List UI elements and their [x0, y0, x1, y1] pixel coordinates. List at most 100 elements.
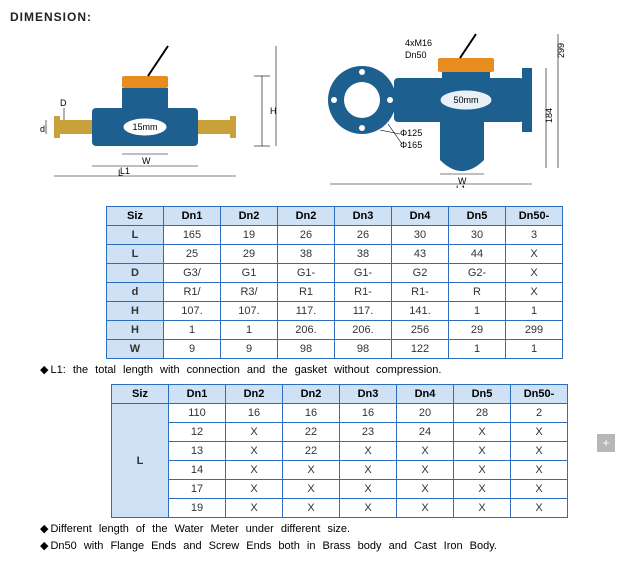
- table1-header: Dn50-: [506, 207, 563, 226]
- table2-header: Dn50-: [511, 385, 568, 404]
- table2-cell: 20: [397, 404, 454, 423]
- table1-cell: 26: [335, 226, 392, 245]
- table2-cell: X: [397, 461, 454, 480]
- table2-cell: 14: [169, 461, 226, 480]
- table1-cell: d: [107, 283, 164, 302]
- table2-cell: X: [226, 461, 283, 480]
- table1-cell: 26: [278, 226, 335, 245]
- dim2-L1: L1: [456, 184, 466, 188]
- table1-cell: X: [506, 264, 563, 283]
- table1-header: Dn4: [392, 207, 449, 226]
- table2-header: Dn5: [454, 385, 511, 404]
- table1-cell: 1: [221, 321, 278, 340]
- table2-cell: 12: [169, 423, 226, 442]
- table2-cell: X: [511, 499, 568, 518]
- dimension-table-2: SizDn1Dn2Dn2Dn3Dn4Dn5Dn50-L1101616162028…: [90, 384, 589, 518]
- table1-cell: R1: [278, 283, 335, 302]
- meter-diagram-large: 50mm 4xM16 Dn50 Φ125 Φ165 299 184 W L1: [310, 28, 610, 188]
- table1-cell: W: [107, 340, 164, 359]
- table2-cell: X: [511, 442, 568, 461]
- flange-spec-1: 4xM16: [405, 38, 432, 48]
- table1-cell: 107.: [221, 302, 278, 321]
- table1-cell: 117.: [335, 302, 392, 321]
- table1-cell: H: [107, 321, 164, 340]
- table2-cell: 22: [283, 423, 340, 442]
- table1-cell: 43: [392, 245, 449, 264]
- table2-cell: 16: [283, 404, 340, 423]
- table2-cell: X: [226, 442, 283, 461]
- table2-cell: X: [340, 442, 397, 461]
- table1-header: Dn5: [449, 207, 506, 226]
- page-heading: DIMENSION:: [10, 10, 629, 24]
- table2-cell: X: [340, 480, 397, 499]
- table1-cell: 165: [164, 226, 221, 245]
- table1-cell: D: [107, 264, 164, 283]
- table1-cell: 141.: [392, 302, 449, 321]
- note-dn50: ◆Dn50 with Flange Ends and Screw Ends bo…: [40, 539, 629, 552]
- table2-cell: X: [226, 499, 283, 518]
- table2-cell: 16: [340, 404, 397, 423]
- dim-d: d: [40, 124, 45, 134]
- table2-cell: X: [397, 499, 454, 518]
- scroll-right-icon[interactable]: +: [597, 434, 615, 452]
- table1-cell: G1: [221, 264, 278, 283]
- dimension-table-1: SizDn1Dn2Dn2Dn3Dn4Dn5Dn50-L1651926263030…: [80, 206, 589, 359]
- table1-cell: 38: [278, 245, 335, 264]
- table1-cell: 1: [164, 321, 221, 340]
- table1-cell: 1: [449, 340, 506, 359]
- table1-cell: 299: [506, 321, 563, 340]
- table1-header: Dn2: [278, 207, 335, 226]
- table1-cell: 206.: [278, 321, 335, 340]
- phi-165: Φ165: [400, 140, 422, 150]
- table1-cell: X: [506, 245, 563, 264]
- table1-header: Dn1: [164, 207, 221, 226]
- dim-H: H: [270, 106, 277, 116]
- table1-cell: G1-: [278, 264, 335, 283]
- table1-cell: 256: [392, 321, 449, 340]
- table1-cell: L: [107, 226, 164, 245]
- table2-header: Dn2: [283, 385, 340, 404]
- meter-diagram-small: 15mm H H1 D d W L L1: [30, 28, 280, 178]
- table2-cell: X: [511, 423, 568, 442]
- dim-184: 184: [544, 108, 554, 123]
- dim-L1: L1: [120, 166, 130, 176]
- table1-header: Dn3: [335, 207, 392, 226]
- table1-cell: 9: [221, 340, 278, 359]
- table2-cell: X: [454, 461, 511, 480]
- table2-rowhead: L: [112, 404, 169, 518]
- table1-cell: 122: [392, 340, 449, 359]
- table1-cell: R1-: [392, 283, 449, 302]
- table2-cell: X: [454, 499, 511, 518]
- table1-cell: 206.: [335, 321, 392, 340]
- table1-header: Dn2: [221, 207, 278, 226]
- table2-cell: X: [283, 480, 340, 499]
- phi-125: Φ125: [400, 128, 422, 138]
- table2-cell: 19: [169, 499, 226, 518]
- table2-cell: 24: [397, 423, 454, 442]
- table1-cell: X: [506, 283, 563, 302]
- table1-cell: 19: [221, 226, 278, 245]
- note-l1: ◆L1: the total length with connection an…: [40, 363, 629, 376]
- table2-cell: X: [454, 442, 511, 461]
- table1-cell: G3/: [164, 264, 221, 283]
- table1-cell: 38: [335, 245, 392, 264]
- table1-cell: 44: [449, 245, 506, 264]
- flange-spec-2: Dn50: [405, 50, 427, 60]
- table1-cell: 1: [506, 340, 563, 359]
- table1-cell: 1: [449, 302, 506, 321]
- table1-cell: R1-: [335, 283, 392, 302]
- table1-cell: G2-: [449, 264, 506, 283]
- table2-header: Dn2: [226, 385, 283, 404]
- diagram2-center-label: 50mm: [453, 95, 478, 105]
- table1-cell: 30: [449, 226, 506, 245]
- table2-cell: 16: [226, 404, 283, 423]
- table1-cell: L: [107, 245, 164, 264]
- note-diff-length: ◆Different length of the Water Meter und…: [40, 522, 629, 535]
- table2-cell: X: [340, 499, 397, 518]
- dim-299: 299: [556, 43, 566, 58]
- table1-cell: 98: [278, 340, 335, 359]
- table2-cell: X: [283, 461, 340, 480]
- table2-header: Dn4: [397, 385, 454, 404]
- table2-cell: X: [397, 480, 454, 499]
- table2-cell: X: [454, 480, 511, 499]
